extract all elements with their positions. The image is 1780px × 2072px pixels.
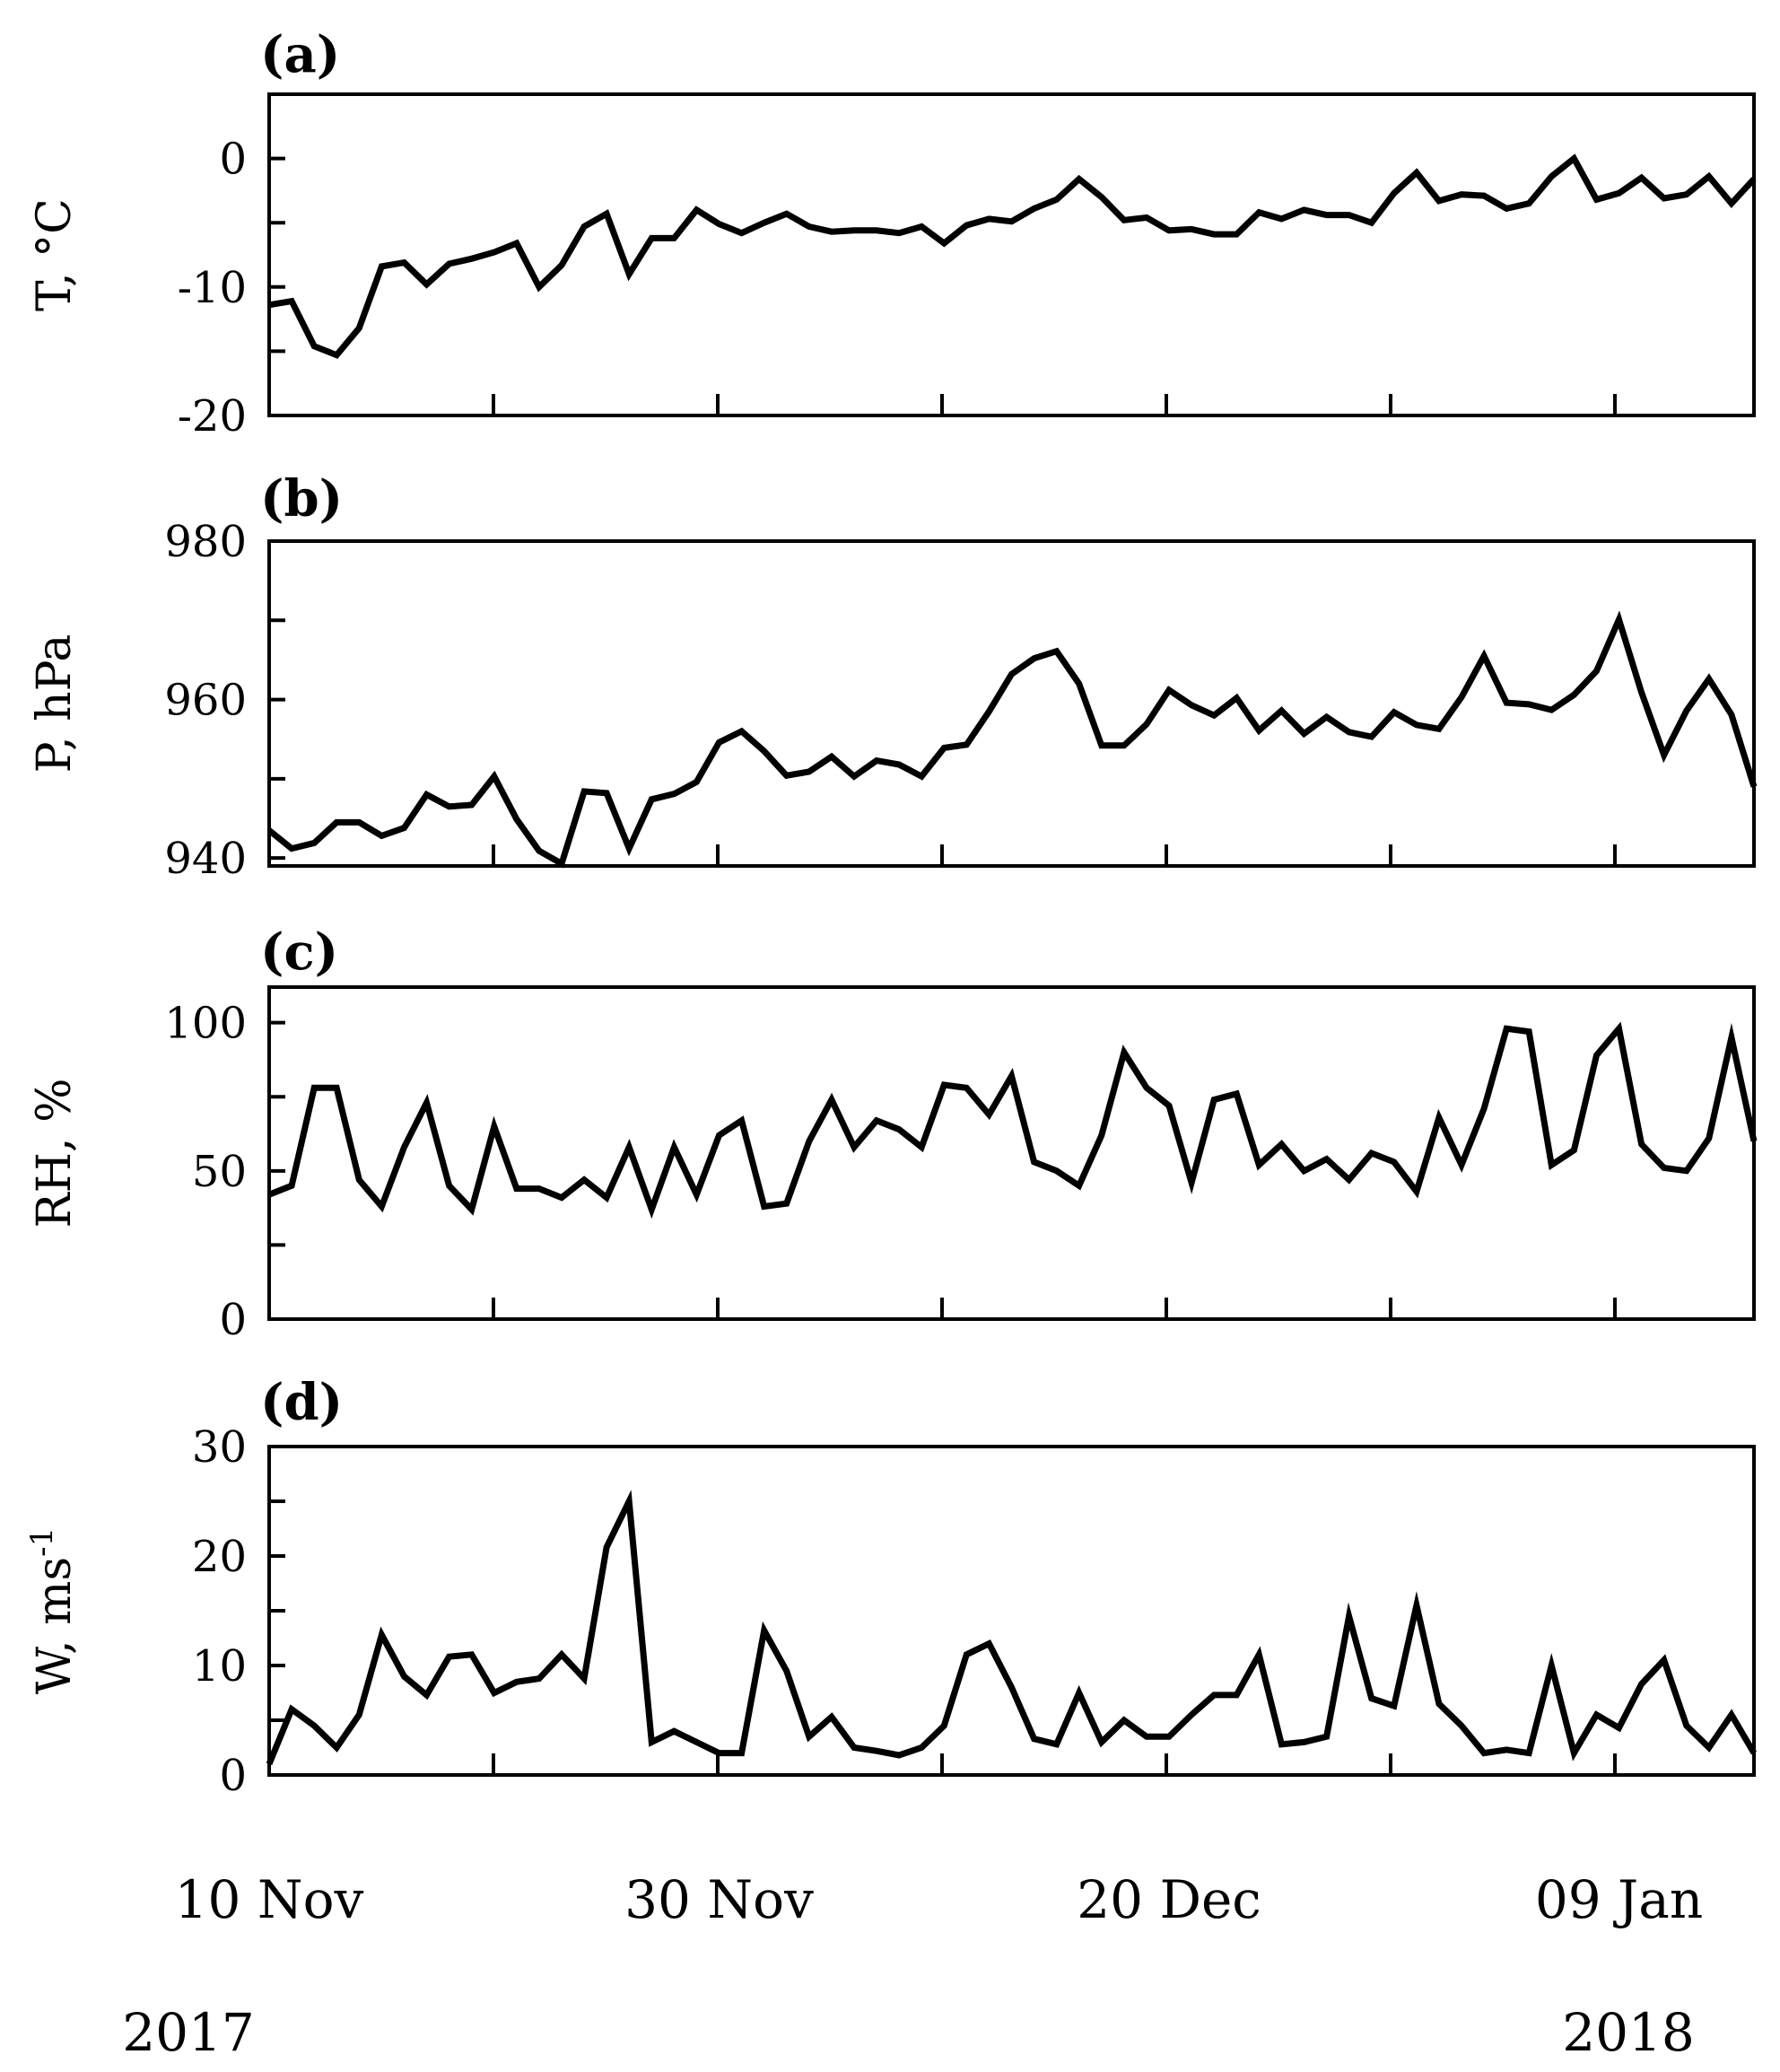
x-date-label: 09 Jan [1535,1869,1703,1930]
x-year-label-end: 2018 [1562,2002,1695,2063]
y-tick-label: -20 [178,391,247,442]
y-tick-label: 100 [164,999,247,1049]
y-tick-label: 0 [219,1295,247,1345]
y-tick-label: 940 [164,834,247,884]
x-date-label: 30 Nov [624,1869,814,1930]
panel-c: 100 50 0 RH, % (c) [28,922,1758,1345]
y-axis-title: T, °C [28,198,82,311]
plot-frame [267,539,1756,868]
y-axis-title-superscript: -1 [24,1527,60,1557]
series-line [266,610,1758,869]
panel-label: (d) [260,1373,343,1432]
panel-a: 0 -10 -20 T, °C (a) [28,25,1757,442]
y-tick-label: -10 [178,263,247,313]
panel-label: (b) [260,469,343,529]
panel-d: 30 20 10 0 W, ms-1 (d) [24,1373,1758,1801]
panel-b: 980 960 940 P, hPa (b) [28,469,1758,884]
y-tick-label: 50 [192,1147,247,1197]
y-tick-label: 0 [219,1751,247,1801]
y-axis-title: RH, % [28,1079,82,1228]
y-tick-label: 960 [164,676,247,726]
y-tick-label: 10 [192,1641,247,1692]
plot-frame [267,92,1756,417]
y-axis-title: W, ms-1 [24,1527,82,1695]
panel-label: (a) [260,25,340,84]
x-date-label: 10 Nov [175,1869,364,1930]
y-tick-label: 980 [164,517,247,567]
panel-label: (c) [260,922,338,982]
plot-frame [267,985,1756,1321]
plot-frame [267,1445,1756,1777]
series-line [267,1021,1758,1220]
y-tick-label: 20 [192,1532,247,1582]
y-axis-title: P, hPa [28,634,82,774]
y-tick-label: 0 [219,135,247,185]
x-year-label-start: 2017 [122,2002,255,2063]
series-line [268,153,1757,359]
x-date-label: 20 Dec [1077,1869,1261,1930]
series-line [266,1490,1758,1766]
y-tick-label: 30 [192,1422,247,1473]
